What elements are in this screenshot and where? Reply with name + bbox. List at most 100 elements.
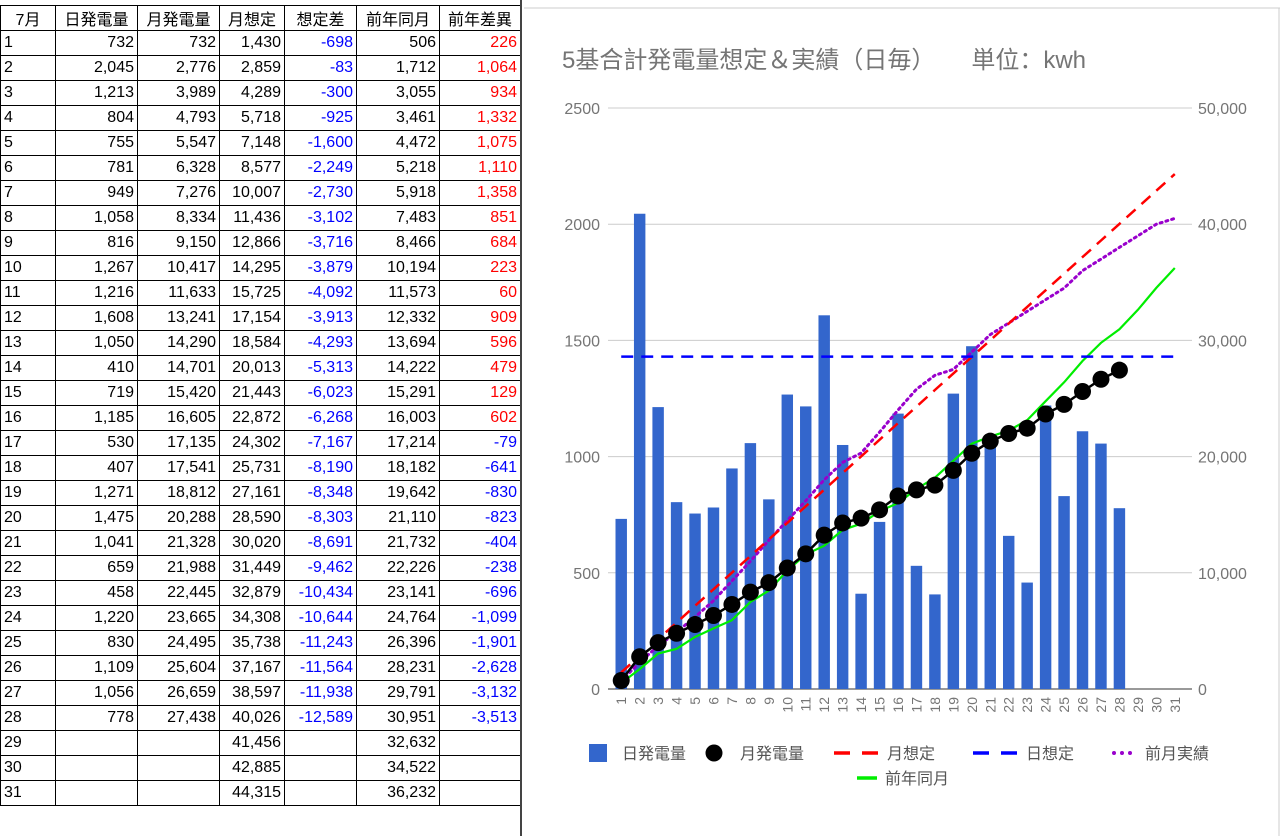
table-cell[interactable]: 755 (55, 130, 138, 156)
table-cell[interactable]: 10,007 (219, 180, 285, 206)
table-cell[interactable]: 407 (55, 455, 138, 481)
table-cell[interactable]: 27,161 (219, 480, 285, 506)
table-cell[interactable]: 226 (439, 30, 521, 56)
table-cell[interactable]: -823 (439, 505, 521, 531)
table-cell[interactable]: 1,332 (439, 105, 521, 131)
table-cell[interactable]: 2,045 (55, 55, 138, 81)
table-cell[interactable]: -2,249 (284, 155, 357, 181)
table-cell[interactable]: 3,461 (356, 105, 440, 131)
table-cell[interactable]: 10,194 (356, 255, 440, 281)
table-cell[interactable]: 129 (439, 380, 521, 406)
table-cell[interactable]: 7,483 (356, 205, 440, 231)
table-cell[interactable]: 12,866 (219, 230, 285, 256)
table-cell[interactable]: -7,167 (284, 430, 357, 456)
table-cell[interactable]: -3,102 (284, 205, 357, 231)
table-cell[interactable]: 909 (439, 305, 521, 331)
table-cell[interactable]: 20 (0, 505, 56, 531)
table-cell[interactable] (137, 780, 220, 806)
table-cell[interactable]: 1 (0, 30, 56, 56)
table-cell[interactable]: 31 (0, 780, 56, 806)
table-cell[interactable] (439, 780, 521, 806)
table-cell[interactable]: 17,135 (137, 430, 220, 456)
table-cell[interactable]: 1,064 (439, 55, 521, 81)
table-cell[interactable]: 7,148 (219, 130, 285, 156)
table-cell[interactable] (284, 780, 357, 806)
table-cell[interactable] (439, 730, 521, 756)
table-cell[interactable]: 21,988 (137, 555, 220, 581)
table-cell[interactable]: 26 (0, 655, 56, 681)
table-cell[interactable]: 1,712 (356, 55, 440, 81)
table-cell[interactable]: 22 (0, 555, 56, 581)
table-cell[interactable]: 18 (0, 455, 56, 481)
table-cell[interactable]: 4,289 (219, 80, 285, 106)
table-cell[interactable] (55, 780, 138, 806)
table-cell[interactable]: 20,013 (219, 355, 285, 381)
table-cell[interactable]: 24,495 (137, 630, 220, 656)
table-cell[interactable]: 40,026 (219, 705, 285, 731)
table-cell[interactable]: 17,214 (356, 430, 440, 456)
table-cell[interactable]: 1,050 (55, 330, 138, 356)
table-cell[interactable]: 1,220 (55, 605, 138, 631)
table-cell[interactable]: 1,216 (55, 280, 138, 306)
table-cell[interactable]: 1,058 (55, 205, 138, 231)
table-cell[interactable]: 1,041 (55, 530, 138, 556)
table-cell[interactable]: 1,109 (55, 655, 138, 681)
table-cell[interactable]: 35,738 (219, 630, 285, 656)
table-cell[interactable] (284, 755, 357, 781)
table-cell[interactable]: -79 (439, 430, 521, 456)
table-cell[interactable]: 42,885 (219, 755, 285, 781)
table-cell[interactable]: 18,182 (356, 455, 440, 481)
table-cell[interactable]: 4 (0, 105, 56, 131)
table-cell[interactable]: 26,396 (356, 630, 440, 656)
table-cell[interactable]: 602 (439, 405, 521, 431)
table-cell[interactable]: 23,665 (137, 605, 220, 631)
table-cell[interactable]: 15,291 (356, 380, 440, 406)
table-cell[interactable]: 25,604 (137, 655, 220, 681)
table-cell[interactable]: 11,573 (356, 280, 440, 306)
table-cell[interactable] (137, 730, 220, 756)
table-cell[interactable]: 25,731 (219, 455, 285, 481)
table-cell[interactable]: 30,020 (219, 530, 285, 556)
table-cell[interactable]: 1,056 (55, 680, 138, 706)
table-cell[interactable]: 6,328 (137, 155, 220, 181)
table-cell[interactable]: 21,732 (356, 530, 440, 556)
table-cell[interactable]: 38,597 (219, 680, 285, 706)
table-cell[interactable]: 6 (0, 155, 56, 181)
table-cell[interactable]: 479 (439, 355, 521, 381)
table-cell[interactable]: 11,436 (219, 205, 285, 231)
table-cell[interactable]: 27,438 (137, 705, 220, 731)
table-cell[interactable]: 30,951 (356, 705, 440, 731)
table-cell[interactable]: 11 (0, 280, 56, 306)
table-cell[interactable]: -3,913 (284, 305, 357, 331)
table-cell[interactable]: -8,691 (284, 530, 357, 556)
table-cell[interactable]: 12,332 (356, 305, 440, 331)
table-cell[interactable]: -6,023 (284, 380, 357, 406)
table-cell[interactable]: -10,434 (284, 580, 357, 606)
table-cell[interactable]: 1,608 (55, 305, 138, 331)
table-cell[interactable]: 1,213 (55, 80, 138, 106)
table-cell[interactable]: 15,725 (219, 280, 285, 306)
table-cell[interactable]: 32,879 (219, 580, 285, 606)
table-cell[interactable]: 14,701 (137, 355, 220, 381)
table-cell[interactable]: 9,150 (137, 230, 220, 256)
table-cell[interactable]: -9,462 (284, 555, 357, 581)
table-cell[interactable]: -8,348 (284, 480, 357, 506)
table-cell[interactable] (284, 730, 357, 756)
table-cell[interactable]: 719 (55, 380, 138, 406)
table-cell[interactable]: -4,293 (284, 330, 357, 356)
table-cell[interactable]: 851 (439, 205, 521, 231)
table-cell[interactable]: 23 (0, 580, 56, 606)
table-cell[interactable]: 17 (0, 430, 56, 456)
table-cell[interactable]: 934 (439, 80, 521, 106)
table-cell[interactable]: 28,590 (219, 505, 285, 531)
table-cell[interactable]: 17,154 (219, 305, 285, 331)
table-cell[interactable]: 830 (55, 630, 138, 656)
table-cell[interactable]: -1,600 (284, 130, 357, 156)
table-cell[interactable]: 22,445 (137, 580, 220, 606)
table-cell[interactable]: 11,633 (137, 280, 220, 306)
table-cell[interactable]: 29,791 (356, 680, 440, 706)
table-cell[interactable]: 2 (0, 55, 56, 81)
table-cell[interactable]: -925 (284, 105, 357, 131)
table-cell[interactable]: 8,466 (356, 230, 440, 256)
table-cell[interactable]: 16,605 (137, 405, 220, 431)
